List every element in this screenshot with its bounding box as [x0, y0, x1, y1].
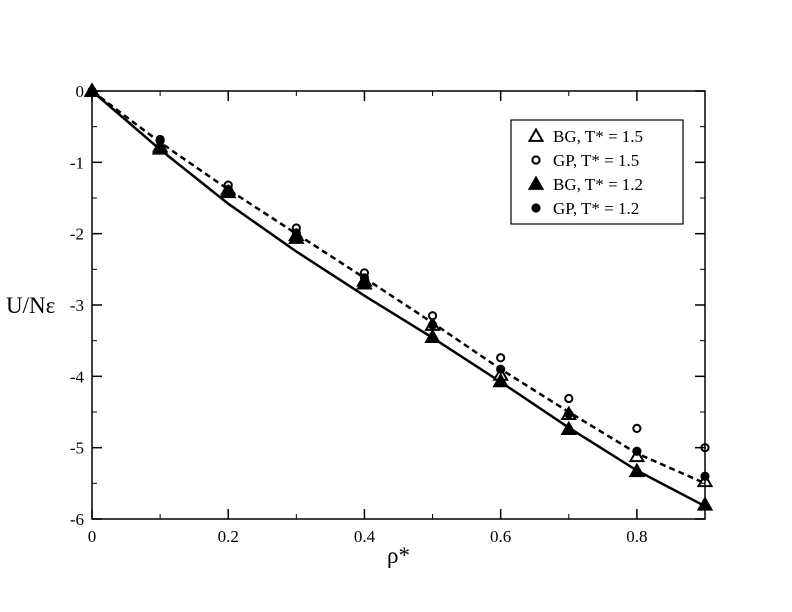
solid-curve — [91, 90, 706, 508]
data-point-circle-open — [496, 353, 506, 363]
data-point-circle-filled — [564, 409, 574, 419]
data-point-circle-open — [564, 393, 574, 404]
x-tick-label: 0 — [88, 527, 97, 546]
y-tick-label: -4 — [70, 367, 85, 386]
data-point-circle-filled — [155, 136, 165, 146]
legend-marker-triangle-filled — [527, 175, 545, 190]
legend-label: BG, T* = 1.2 — [553, 175, 643, 194]
legend-label: GP, T* = 1.5 — [553, 151, 639, 170]
legend-marker-circle-filled — [531, 203, 541, 213]
data-point-triangle-filled — [492, 372, 509, 388]
x-axis-label: ρ* — [387, 543, 410, 568]
y-tick-label: -1 — [70, 153, 84, 172]
dashed-curve — [91, 90, 706, 485]
legend-marker-triangle-open — [527, 127, 545, 142]
data-point-circle-filled — [291, 228, 301, 238]
legend-label: BG, T* = 1.5 — [553, 127, 643, 146]
data-point-triangle-filled — [628, 462, 646, 478]
legend-marker-circle-open — [531, 155, 541, 165]
data-point-triangle-filled — [356, 275, 373, 290]
x-tick-label: 0.2 — [218, 527, 239, 546]
data-point-circle-filled — [359, 273, 370, 283]
data-point-circle-filled — [223, 184, 233, 195]
x-tick-label: 0.8 — [626, 527, 647, 546]
x-tick-label: 0.4 — [354, 527, 376, 546]
x-tick-label: 0.6 — [490, 527, 511, 546]
legend-label: GP, T* = 1.2 — [553, 199, 639, 218]
curves-layer — [91, 90, 706, 508]
data-point-circle-open — [632, 423, 642, 434]
legend: BG, T* = 1.5 GP, T* = 1.5 BG, T* = 1.2 GP, … — [510, 119, 684, 225]
data-point-circle-filled — [496, 364, 506, 374]
data-point-circle-open — [427, 311, 438, 321]
data-point-triangle-filled — [424, 328, 441, 343]
y-tick-label: -3 — [70, 296, 84, 315]
y-tick-label: -6 — [70, 510, 84, 529]
data-point-circle-filled — [632, 446, 642, 456]
y-tick-label: -5 — [70, 439, 84, 458]
y-tick-label: -2 — [70, 225, 84, 244]
ticks-layer: 0 0.2 0.4 0.6 0.8 0 -1 -2 -3 -4 -5 -6 — [70, 82, 706, 546]
y-axis-label: U/Nε — [6, 293, 55, 318]
data-point-triangle-filled — [151, 140, 169, 155]
y-tick-label: 0 — [76, 82, 85, 101]
data-point-circle-filled — [427, 320, 438, 330]
data-point-triangle-filled — [560, 420, 578, 435]
